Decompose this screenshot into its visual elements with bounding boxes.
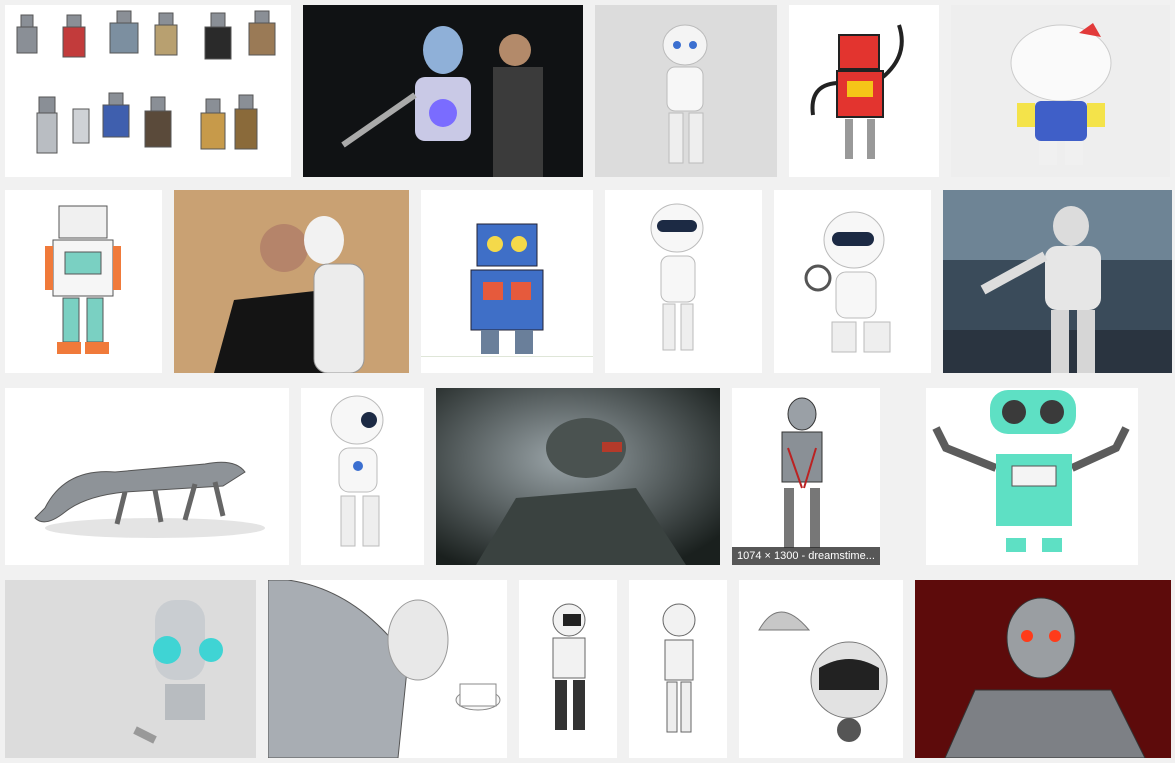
image-result-white-robot-waving[interactable] [605, 190, 762, 373]
image-result-robotic-cat[interactable] [951, 5, 1170, 177]
image-result-white-robot-walking[interactable] [301, 388, 424, 565]
image-result-small-humanoid-robot[interactable] [519, 580, 617, 758]
blue-toy-robot-thumbnail [470, 223, 544, 354]
red-cartoon-robot-thumbnail [810, 24, 904, 159]
mechanical-lizard-thumbnail [34, 461, 265, 538]
cartoon-tin-robot-thumbnail [45, 205, 121, 354]
image-result-robot-serving-cloche[interactable] [739, 580, 903, 758]
man-and-female-robot-thumbnail [214, 216, 365, 373]
image-result-small-humanoid-standing[interactable] [629, 580, 727, 758]
image-result-vintage-robots[interactable] [5, 5, 291, 177]
silver-robot-teal-eyes-thumbnail [133, 600, 223, 744]
teal-cartoon-robot-thumbnail [932, 390, 1130, 552]
small-humanoid-standing-thumbnail [662, 603, 696, 733]
robotic-cat-thumbnail [1010, 23, 1112, 165]
image-result-mechanical-lizard[interactable] [5, 388, 289, 565]
image-result-red-cartoon-robot[interactable] [789, 5, 939, 177]
image-result-robot-magnifying-glass[interactable] [774, 190, 931, 373]
white-humanoid-thumbnail [662, 24, 708, 164]
image-result-white-humanoid-waving[interactable] [595, 5, 777, 177]
image-result-terminator-endoskeleton[interactable] [915, 580, 1171, 758]
small-humanoid-robot-thumbnail [552, 603, 586, 730]
cyborg-coffee-thumbnail [268, 580, 501, 758]
robot-at-expo-thumbnail [943, 190, 1172, 373]
stock-watermark-bar [421, 356, 593, 373]
terminator-endoskeleton-thumbnail [915, 580, 1171, 758]
image-result-cyborg-coffee[interactable] [268, 580, 507, 758]
image-result-chrome-skeleton[interactable]: 1074 × 1300 - dreamstime... [732, 388, 880, 565]
image-result-man-and-female-robot[interactable] [174, 190, 409, 373]
humanoid-with-man-thumbnail [341, 26, 543, 177]
white-robot-walking-thumbnail [330, 395, 384, 547]
image-result-cartoon-tin-robot[interactable] [5, 190, 162, 373]
image-result-blue-toy-robot[interactable] [421, 190, 593, 373]
vintage-robots-thumbnail [16, 10, 276, 154]
image-result-humanoid-with-man[interactable] [303, 5, 583, 177]
image-result-teal-cartoon-robot[interactable] [926, 388, 1138, 565]
image-result-robot-at-expo[interactable] [943, 190, 1172, 373]
image-result-armored-suit[interactable] [436, 388, 720, 565]
image-result-silver-robot-teal-eyes[interactable] [5, 580, 256, 758]
robot-serving-cloche-thumbnail [758, 611, 888, 742]
chrome-skeleton-thumbnail [781, 397, 823, 548]
robot-magnifying-glass-thumbnail [804, 211, 891, 353]
image-size-source-overlay: 1074 × 1300 - dreamstime... [732, 547, 880, 565]
white-robot-waving-thumbnail [650, 203, 704, 351]
armored-suit-thumbnail [436, 388, 720, 565]
